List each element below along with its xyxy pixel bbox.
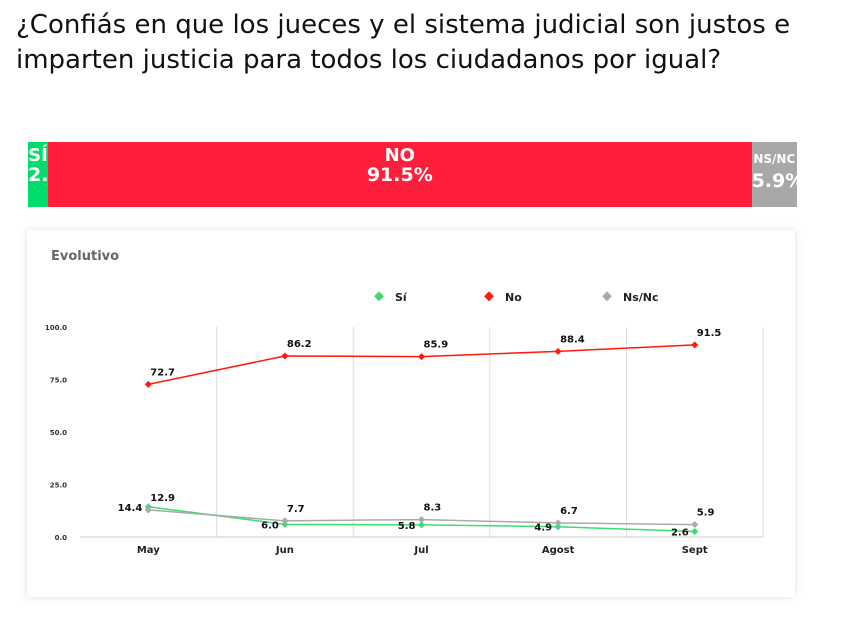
segment-label: NS/NC [753,152,796,166]
legend-marker [602,291,612,302]
data-label: 5.8 [398,521,416,532]
legend-label: No [505,291,522,304]
data-point [281,352,289,360]
data-point [144,380,152,388]
segment-label: SÍ [28,145,48,166]
summary-segment: NO 91.5% [47,142,752,207]
line-chart: 0.0 25.0 50.0 75.0 100.0 May Jun Jul Agost Sept Sí… [45,291,764,556]
data-label: 91.5 [697,328,722,339]
data-label: 6.7 [560,506,578,517]
y-tick-label: 25.0 [50,482,67,490]
page-title: ¿Confiás en que los jueces y el sistema … [16,10,791,75]
data-point [691,341,699,349]
data-label: 72.7 [150,367,175,378]
data-point [691,528,699,536]
segment-label: NO [384,145,415,166]
data-label: 86.2 [287,339,312,350]
data-label: 4.9 [534,523,552,534]
legend-marker [484,291,494,302]
segment-value: 91.5% [366,164,433,186]
data-label: 5.9 [697,508,715,519]
data-label: 85.9 [424,340,449,351]
data-point [417,521,426,529]
summary-segment: NS/NC 5.9% [751,142,805,207]
data-point [554,519,562,527]
data-point [144,506,152,514]
x-tick-label: May [137,545,160,556]
data-label: 88.4 [560,334,585,345]
data-label: 6.0 [261,520,279,531]
data-label: 14.4 [118,503,143,514]
data-point [281,517,289,525]
segment-value: 2.6% [28,165,81,185]
legend-label: Ns/Nc [623,291,659,304]
data-point [417,353,426,361]
legend-marker [374,291,384,302]
data-label: 2.6 [671,528,689,539]
y-tick-label: 75.0 [50,377,67,385]
data-label: 12.9 [150,493,175,504]
chart-card: Evolutivo 0.0 25.0 50.0 75.0 100.0 May Jun Jul A… [27,230,795,597]
y-tick-label: 50.0 [50,429,67,437]
legend-label: Sí [395,291,408,304]
summary-segment: SÍ2.6% [28,142,81,207]
x-tick-label: Agost [542,545,575,556]
data-point [691,521,699,529]
segment-value: 5.9% [751,170,805,192]
x-tick-label: Jul [413,545,428,556]
x-tick-label: Sept [682,545,708,556]
chart-title: Evolutivo [51,249,120,264]
data-label: 7.7 [287,504,305,515]
data-point [417,516,426,524]
data-point [554,523,562,531]
series-line [148,344,695,386]
data-point [554,347,562,355]
y-tick-label: 0.0 [55,534,68,542]
data-label: 8.3 [424,503,442,514]
y-tick-label: 100.0 [45,324,67,332]
x-tick-label: Jun [275,545,294,556]
